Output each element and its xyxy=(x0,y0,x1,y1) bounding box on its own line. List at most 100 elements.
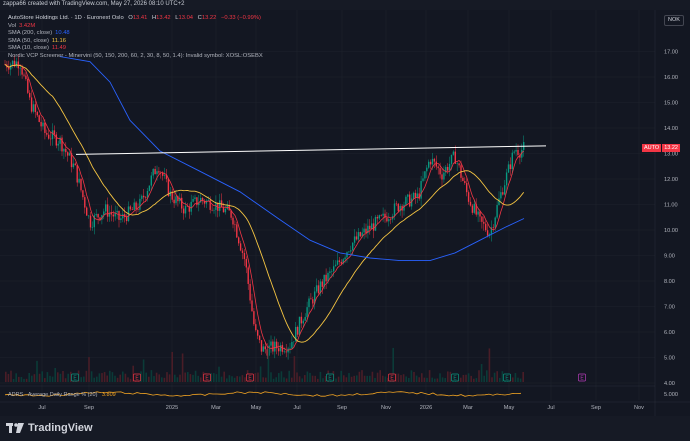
earnings-marker xyxy=(451,373,459,382)
chart-canvas[interactable]: 17.00 16.00 15.00 14.00 13.00 12.00 11.00 10.00… xyxy=(0,10,690,416)
tradingview-logo[interactable]: TradingView xyxy=(6,422,93,434)
sma10-legend[interactable]: SMA (10, close) 11.49 xyxy=(8,45,66,52)
candle-body xyxy=(426,167,428,172)
candle-body xyxy=(139,198,141,210)
candle-body xyxy=(279,345,282,352)
volume-bar xyxy=(171,351,173,382)
volume-bar xyxy=(460,377,462,382)
volume-bar xyxy=(90,371,93,382)
candle-body xyxy=(418,193,420,199)
candle-body xyxy=(397,203,399,212)
volume-bar xyxy=(265,377,267,382)
volume-bar xyxy=(343,375,345,382)
candle-body xyxy=(122,214,124,219)
candle-body xyxy=(49,138,52,140)
candle-body xyxy=(466,183,468,193)
candle-body xyxy=(346,252,348,258)
high-label: H xyxy=(151,15,157,21)
candle-body xyxy=(340,261,342,264)
candle-body xyxy=(384,213,386,218)
candle-body xyxy=(469,201,472,206)
currency-badge[interactable]: NOK xyxy=(664,15,684,26)
adr-label: ADRS xyxy=(8,392,24,398)
volume-bar xyxy=(379,370,381,382)
candle-body xyxy=(68,153,71,156)
candle-body xyxy=(21,67,23,75)
volume-bar xyxy=(467,373,470,382)
volume-bar xyxy=(244,377,246,382)
adr-legend[interactable]: ADRS Average Daily Range % (20) 3.809 xyxy=(8,392,116,398)
candle-body xyxy=(23,74,25,76)
volume-value: 3.42M xyxy=(19,23,36,29)
volume-bar xyxy=(348,373,350,382)
volume-bar xyxy=(483,375,485,382)
volume-bar xyxy=(168,374,171,382)
candle-body xyxy=(388,219,390,222)
candle-body xyxy=(380,215,382,216)
volume-bar xyxy=(15,373,17,382)
candle-body xyxy=(32,104,35,112)
volume-bar xyxy=(220,376,223,382)
last-price-tag: AUTO 13.22 xyxy=(642,144,680,152)
low-value: 13.04 xyxy=(178,15,194,21)
candle-body xyxy=(483,221,485,224)
candle-body xyxy=(38,115,40,122)
screener-legend[interactable]: Nordic VCP Screener - Minervini (50, 150… xyxy=(8,53,263,60)
candle-body xyxy=(112,214,114,217)
candle-body xyxy=(51,130,54,140)
candle-body xyxy=(19,67,21,69)
volume-bar xyxy=(257,372,259,382)
price-axis-label: 9.00 xyxy=(664,254,675,260)
candle-body xyxy=(239,243,242,251)
candle-body xyxy=(369,225,371,230)
candle-body xyxy=(378,215,380,219)
symbol-legend: AutoStore Holdings Ltd. · 1D · Euronext … xyxy=(8,15,261,22)
volume-bar xyxy=(223,371,225,382)
volume-bar xyxy=(418,377,420,382)
sma200-legend[interactable]: SMA (200, close) 10.48 xyxy=(8,30,70,37)
candle-body xyxy=(131,209,133,211)
candle-body xyxy=(65,148,67,153)
volume-bar xyxy=(283,377,285,382)
candle-body xyxy=(106,204,109,217)
candle-body xyxy=(274,341,276,352)
price-axis-label: 14.00 xyxy=(664,126,678,132)
volume-bar xyxy=(322,378,324,382)
candle-body xyxy=(258,335,261,341)
candle-body xyxy=(196,197,198,206)
candle-body xyxy=(116,210,118,213)
volume-bar xyxy=(64,378,67,382)
candle-body xyxy=(272,341,274,352)
volume-bar xyxy=(291,377,293,382)
volume-bar xyxy=(288,370,290,382)
candle-body xyxy=(133,202,135,211)
volume-bar xyxy=(496,371,498,382)
volume-legend[interactable]: Vol 3.42M xyxy=(8,23,35,30)
volume-bar xyxy=(119,374,121,382)
volume-bar xyxy=(187,372,189,382)
sma10-line xyxy=(4,64,524,351)
volume-bar xyxy=(132,365,134,382)
candle-body xyxy=(422,178,424,181)
candle-body xyxy=(481,216,483,222)
price-axis-label: 4.00 xyxy=(664,381,675,387)
open-value: 13.41 xyxy=(132,15,148,21)
volume-bar xyxy=(7,373,10,382)
candle-body xyxy=(498,198,500,206)
candle-body xyxy=(386,217,388,222)
symbol-name[interactable]: AutoStore Holdings Ltd. · 1D · Euronext … xyxy=(8,15,124,21)
volume-bar xyxy=(278,373,280,382)
time-axis-label: Jul xyxy=(547,405,554,411)
volume-bar xyxy=(275,377,277,382)
candle-body xyxy=(15,61,18,67)
candle-body xyxy=(135,202,137,210)
volume-bar xyxy=(114,375,116,382)
candle-body xyxy=(486,230,489,236)
sma50-legend[interactable]: SMA (50, close) 11.16 xyxy=(8,38,66,45)
volume-bar xyxy=(241,375,244,382)
candle-body xyxy=(152,168,154,176)
volume-bar xyxy=(20,377,23,382)
candle-body xyxy=(477,211,479,215)
chart-area[interactable]: 17.00 16.00 15.00 14.00 13.00 12.00 11.00 10.00… xyxy=(0,10,690,416)
candle-body xyxy=(99,217,101,220)
